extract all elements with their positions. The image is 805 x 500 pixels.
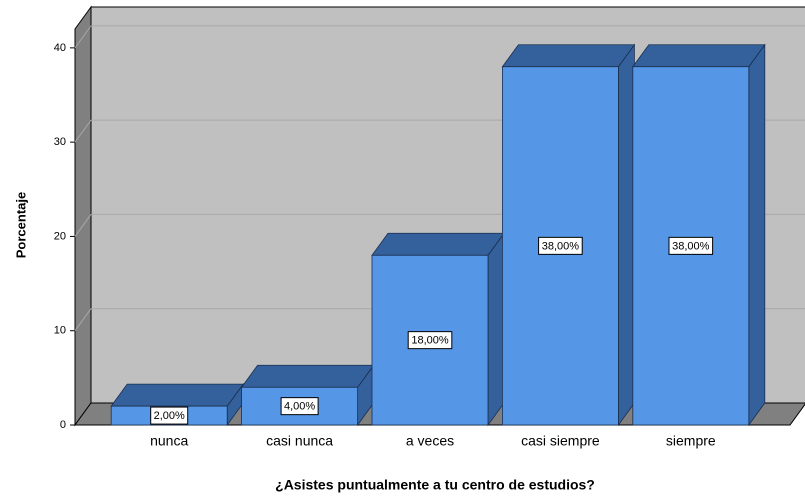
bar-top — [371, 232, 505, 256]
x-axis-title: ¿Asistes puntualmente a tu centro de est… — [275, 477, 595, 493]
x-tick-label: casi nunca — [266, 433, 333, 449]
value-label-box — [668, 236, 714, 255]
y-tick-label: 40 — [54, 42, 66, 54]
x-tick-label: siempre — [666, 433, 716, 449]
bar-side — [618, 43, 635, 427]
y-tick-label: 20 — [54, 230, 66, 242]
grid-line — [74, 25, 92, 49]
y-tick-label: 0 — [60, 419, 66, 431]
grid-line — [74, 214, 92, 237]
y-tick-label: 30 — [54, 136, 66, 148]
left-wall — [74, 5, 92, 427]
bar-top — [110, 383, 244, 407]
value-label: 38,00% — [672, 240, 710, 252]
value-label: 18,00% — [411, 335, 449, 347]
y-tick-label: 10 — [54, 325, 66, 337]
bar-side — [748, 43, 766, 427]
bar-top — [501, 44, 636, 68]
bar-top — [240, 364, 375, 388]
value-label-box — [407, 331, 453, 350]
value-label-box — [538, 236, 583, 255]
grid-line — [74, 119, 92, 143]
x-tick-label: nunca — [150, 433, 188, 449]
bar-top — [632, 44, 766, 68]
value-label: 2,00% — [154, 410, 185, 422]
value-label: 38,00% — [542, 240, 580, 252]
value-label-box — [280, 397, 319, 416]
bar-side — [487, 232, 505, 427]
x-tick-label: casi siempre — [521, 433, 600, 449]
grid-line — [74, 308, 92, 332]
value-label: 4,00% — [284, 401, 315, 413]
x-tick-label: a veces — [406, 433, 454, 449]
y-axis-title: Porcentaje — [13, 192, 28, 258]
value-label-box — [150, 406, 189, 425]
